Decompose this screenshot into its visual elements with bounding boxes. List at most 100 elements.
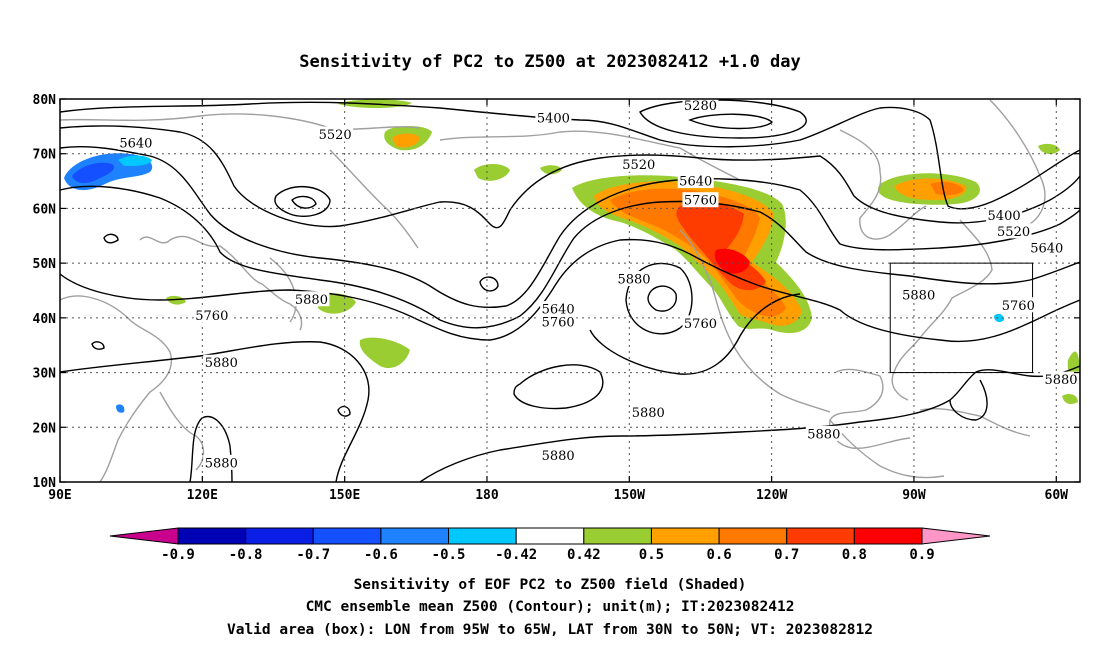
negative-patch-pacific (116, 404, 125, 413)
colorbar-segment (380, 527, 450, 545)
lon-tick-label: 90E (48, 488, 71, 503)
colorbar-segment (515, 527, 585, 545)
lat-tick-label: 30N (33, 367, 57, 382)
lat-tick-label: 80N (33, 93, 57, 108)
negative-sensitivity-core (72, 162, 115, 183)
colorbar-label: 0.9 (909, 547, 934, 563)
contour-label: 5640 (542, 303, 575, 318)
positive-patch-bering (474, 164, 510, 181)
coastline-caribbean (919, 407, 1031, 437)
contour-label-bg (1000, 297, 1037, 313)
coastlines (60, 99, 1046, 482)
contour-label: 5880 (902, 288, 935, 303)
caption-line-1: Sensitivity of EOF PC2 to Z500 field (Sh… (354, 577, 747, 593)
contour-label-bg (203, 454, 240, 470)
contour-5760 (60, 185, 1080, 329)
contour-label: 5760 (684, 317, 717, 332)
lon-tick-label: 90W (902, 488, 926, 503)
colorbar-label: 0.5 (639, 547, 664, 563)
contour-label: 5520 (319, 128, 352, 143)
contour-label-bg (317, 126, 354, 142)
contour-label: 5520 (997, 225, 1030, 240)
contour-5880-ec-pacific (513, 364, 604, 410)
colorbar-segment (718, 527, 788, 545)
colorbar-segment (448, 527, 517, 545)
contour-small-loop-1 (103, 233, 119, 244)
colorbar-segment (245, 527, 314, 545)
lat-tick-label: 20N (33, 421, 57, 436)
coastline-hudson-bay (839, 129, 927, 240)
contour-label: 5760 (1002, 299, 1035, 314)
contour-5880-east (949, 379, 988, 421)
colorbar-label: -0.5 (432, 547, 466, 563)
positive-patch-greenland (1038, 143, 1060, 155)
contour-label-bg (540, 447, 577, 463)
contour-small-loop-3 (337, 405, 351, 417)
contour-label-bg (677, 173, 714, 189)
contour-5880-central-pacific (419, 399, 951, 482)
contour-label: 5880 (1044, 373, 1077, 388)
contour-5880-sw-loop (189, 415, 233, 482)
positive-patch-kamchatka-core (392, 133, 420, 148)
contour-label: 5400 (537, 112, 570, 127)
caption-line-2: CMC ensemble mean Z500 (Contour); unit(m… (306, 599, 795, 615)
coastline-kamchatka (329, 149, 419, 249)
colorbar-label: -0.6 (364, 547, 398, 563)
contour-label-bg (616, 271, 653, 287)
colorbar: -0.9 -0.8 -0.7 -0.6 -0.5 -0.42 0.42 0.5 0.6 0.7 0.… (109, 527, 991, 563)
coastline-asia-east (139, 235, 303, 331)
contour-5400-loop (274, 185, 331, 218)
coastline-east-na (891, 219, 993, 401)
colorbar-label: 0.8 (842, 547, 867, 563)
colorbar-label: -0.8 (229, 547, 263, 563)
colorbar-label: 0.42 (567, 547, 601, 563)
colorbar-segment (312, 527, 382, 545)
lat-tick-label: 40N (33, 312, 57, 327)
positive-patch-hudson-red (930, 182, 964, 196)
positive-patch-aleutian (540, 165, 562, 175)
colorbar-arrow-low (109, 527, 179, 545)
colorbar-segment (177, 527, 247, 545)
contour-label: 5880 (295, 293, 328, 308)
colorbar-segment (853, 527, 923, 545)
colorbar-arrow-high (921, 527, 991, 545)
coastline-west-na (679, 229, 831, 413)
lon-tick-label: 150E (329, 488, 360, 503)
contour-label-bg (682, 192, 719, 208)
contour-label-bg (986, 207, 1023, 223)
lat-tick-label: 50N (33, 257, 57, 272)
coastline-alaska (439, 130, 741, 181)
contour-5400-inner (291, 195, 317, 209)
positive-patch-japan-sea (166, 295, 186, 305)
contour-label-bg (630, 404, 667, 420)
lon-tick-label: 60W (1045, 488, 1069, 503)
sensitivity-shading (64, 99, 1080, 413)
contour-label: 5520 (622, 158, 655, 173)
colorbar-label: -0.7 (296, 547, 330, 563)
coastline-central-america (829, 419, 945, 479)
negative-patch-atlantic (994, 313, 1004, 323)
contour-label-bg (203, 354, 240, 370)
contour-5280-inner (688, 113, 774, 130)
contour-5760-low (625, 262, 693, 335)
lat-tick-label: 70N (33, 148, 57, 163)
contour-5880-asia (60, 238, 1080, 343)
positive-patch-sw-atlantic (1062, 394, 1078, 404)
lon-tick-label: 120W (756, 488, 787, 503)
contour-label-bg (117, 134, 154, 150)
contour-label: 5280 (684, 99, 717, 114)
contour-label-bg (682, 97, 719, 113)
contour-5880-sw-us (589, 293, 801, 375)
lon-tick-label: 120E (187, 488, 218, 503)
positive-patch-max (714, 248, 750, 274)
contour-label: 5880 (205, 356, 238, 371)
contour-label-bg (193, 307, 230, 323)
coastline-china (60, 295, 173, 482)
contour-label-bg (1028, 239, 1065, 255)
valid-area-box (889, 262, 1034, 374)
contour-label: 5760 (542, 316, 575, 331)
lat-tick-label: 10N (33, 476, 57, 491)
contour-label: 5640 (119, 136, 152, 151)
colorbar-label: 0.7 (774, 547, 799, 563)
